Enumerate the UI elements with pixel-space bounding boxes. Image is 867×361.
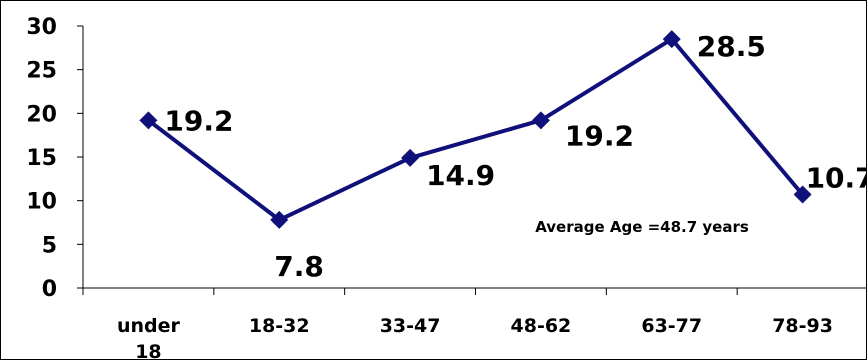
y-tick-label: 30 — [26, 15, 57, 40]
x-tick-label: under 18 — [117, 315, 181, 361]
x-tick-label-line: 48-62 — [511, 315, 572, 337]
data-label: 10.7 — [806, 162, 867, 195]
markers-group — [139, 30, 812, 229]
x-tick-label-line: 63-77 — [641, 315, 702, 337]
y-tick-label: 25 — [26, 59, 57, 84]
x-tick-label-line: under — [117, 315, 181, 337]
x-tick-label-line: 18 — [135, 341, 161, 361]
data-point-marker — [139, 111, 158, 130]
x-tick-label-line: 78-93 — [772, 315, 833, 337]
x-tick-label: 63-77 — [641, 315, 702, 337]
data-label: 19.2 — [565, 119, 634, 152]
data-point-marker — [793, 185, 812, 204]
axes-group — [82, 26, 867, 289]
data-point-marker — [270, 210, 289, 229]
x-tick-label: 33-47 — [380, 315, 441, 337]
data-point-marker — [531, 111, 550, 130]
y-tick-label: 15 — [26, 146, 57, 171]
x-tick-label-line: 33-47 — [380, 315, 441, 337]
y-tick-label: 5 — [42, 233, 57, 258]
x-tick-label: 18-32 — [249, 315, 310, 337]
x-tick-labels-group: under 18 18-32 33-47 48-62 63-77 78-93 — [82, 288, 833, 361]
data-label: 28.5 — [697, 30, 766, 63]
x-tick-label-line: 18-32 — [249, 315, 310, 337]
data-label: 7.8 — [274, 250, 324, 283]
data-point-marker — [662, 30, 681, 49]
data-label: 19.2 — [164, 104, 233, 137]
average-age-annotation: Average Age =48.7 years — [535, 218, 749, 236]
y-ticks-group: 0 5 10 15 20 25 30 — [26, 15, 83, 302]
y-tick-label: 20 — [26, 102, 57, 127]
data-labels-group: 19.2 7.8 14.9 19.2 28.5 10.7 — [164, 30, 867, 283]
data-point-marker — [401, 148, 420, 167]
x-tick-label: 78-93 — [772, 315, 833, 337]
y-tick-label: 0 — [42, 277, 57, 302]
data-label: 14.9 — [426, 159, 495, 192]
x-tick-label: 48-62 — [511, 315, 572, 337]
y-tick-label: 10 — [26, 190, 57, 215]
series-line — [147, 37, 805, 222]
